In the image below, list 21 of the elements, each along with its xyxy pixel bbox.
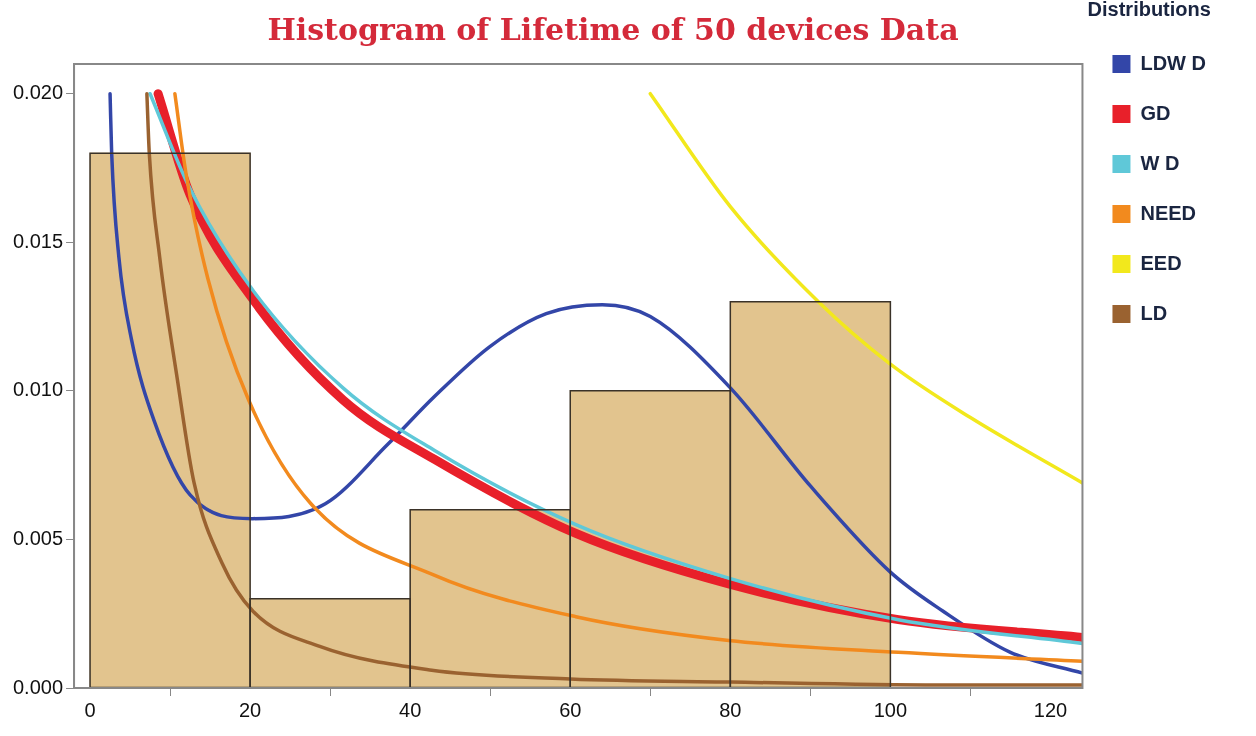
x-tick-label: 120 (1033, 698, 1068, 721)
x-tick-label: 80 (719, 698, 742, 721)
x-tick-label: 60 (559, 698, 582, 721)
y-tick-label: 0.020 (12, 81, 64, 104)
y-tick-label: 0.000 (12, 675, 64, 698)
legend-label: GD (1140, 101, 1171, 124)
x-tick-label: 100 (873, 698, 908, 721)
legend-title: Distributions (1087, 0, 1211, 20)
legend-label: EED (1140, 251, 1182, 274)
y-tick-label: 0.005 (12, 526, 64, 549)
legend-label: LDW D (1140, 51, 1207, 74)
legend-label: LD (1140, 301, 1168, 324)
legend-label: NEED (1140, 201, 1197, 224)
y-tick-label: 0.010 (12, 378, 64, 401)
x-tick-label: 20 (239, 698, 262, 721)
chart-title: Histogram of Lifetime of 50 devices Data (267, 11, 959, 47)
y-tick-label: 0.015 (12, 229, 64, 252)
x-tick-label: 0 (84, 698, 96, 721)
legend-label: W D (1140, 151, 1180, 174)
x-tick-label: 40 (399, 698, 422, 721)
line-series (648, 91, 1083, 485)
